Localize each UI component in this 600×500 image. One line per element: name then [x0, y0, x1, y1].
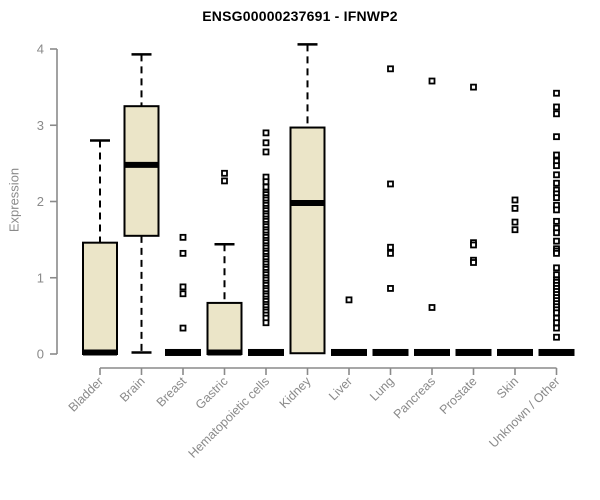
x-tick-label: Hematopoietic cells — [186, 374, 273, 461]
chart-title: ENSG00000237691 - IFNWP2 — [202, 8, 398, 24]
box-group-breast — [165, 233, 201, 356]
box-group-bladder — [82, 139, 118, 356]
y-tick-label: 3 — [37, 118, 44, 133]
box-group-gastric — [206, 169, 243, 356]
y-tick-label: 2 — [37, 194, 44, 209]
outlier-point — [470, 241, 477, 249]
outlier-point — [553, 324, 560, 332]
y-tick-label: 0 — [37, 347, 44, 362]
outlier-point — [470, 259, 477, 266]
outlier-point — [221, 169, 228, 177]
outlier-point — [387, 180, 394, 188]
x-tick-label: Prostate — [437, 374, 480, 417]
outlier-point — [553, 309, 560, 317]
box-iqr — [289, 126, 326, 355]
outlier-point — [387, 285, 394, 292]
outlier-point — [345, 296, 353, 304]
x-tick-label: Pancreas — [391, 374, 438, 421]
outlier-point — [553, 237, 560, 245]
box-group-kidney — [289, 43, 326, 355]
outlier-point — [179, 324, 187, 332]
outlier-point — [428, 304, 436, 311]
outlier-point — [553, 151, 560, 159]
outlier-point — [262, 319, 270, 327]
outlier-point — [511, 218, 519, 226]
x-tick-label: Liver — [326, 374, 355, 403]
outlier-point — [553, 271, 560, 279]
outlier-point — [553, 206, 560, 214]
x-tick-label: Brain — [117, 374, 148, 405]
collapsed-box-bar — [165, 348, 201, 356]
outlier-point — [428, 77, 436, 85]
collapsed-box-bar — [331, 348, 367, 356]
outlier-point — [221, 177, 228, 185]
outlier-point — [553, 264, 560, 272]
outlier-point — [262, 178, 270, 186]
box-iqr — [123, 105, 160, 237]
outlier-point — [553, 229, 560, 237]
box-iqr — [206, 301, 243, 356]
outlier-point — [553, 249, 560, 257]
box-group-brain — [123, 53, 160, 354]
collapsed-box-bar — [497, 348, 533, 356]
x-tick-label: Kidney — [277, 374, 314, 411]
outlier-point — [262, 129, 270, 137]
outlier-point — [553, 133, 560, 141]
box-group-prostate — [455, 83, 492, 356]
outlier-point — [470, 83, 477, 91]
box-group-skin — [497, 196, 533, 356]
outlier-point — [387, 243, 394, 251]
x-tick-label: Unknown / Other — [486, 374, 562, 450]
collapsed-box-bar — [538, 348, 575, 356]
outlier-point — [262, 183, 270, 191]
outlier-point — [553, 162, 560, 170]
box-group-pancreas — [414, 77, 450, 356]
outlier-point — [553, 89, 560, 97]
outlier-point — [179, 290, 187, 298]
collapsed-box-bar — [414, 348, 450, 356]
outlier-point — [179, 249, 187, 257]
outlier-point — [553, 319, 560, 327]
collapsed-box-bar — [455, 348, 492, 356]
box-group-unknown-other — [538, 89, 575, 356]
box-iqr — [82, 241, 118, 355]
x-tick-label: Breast — [154, 374, 190, 410]
x-tick-label: Lung — [367, 374, 397, 404]
outlier-point — [511, 196, 519, 204]
outlier-point — [262, 148, 270, 156]
outlier-point — [179, 283, 187, 291]
y-tick-label: 4 — [37, 42, 44, 57]
outlier-point — [179, 233, 187, 241]
x-tick-label: Bladder — [66, 374, 106, 414]
x-tick-label: Gastric — [193, 374, 231, 412]
outlier-point — [511, 226, 519, 234]
outlier-point — [387, 249, 394, 257]
outlier-point — [553, 194, 560, 202]
outlier-point — [553, 333, 560, 341]
outlier-point — [553, 179, 560, 187]
outlier-point — [553, 217, 560, 225]
outlier-point — [553, 110, 560, 118]
collapsed-box-bar — [372, 348, 409, 356]
outlier-point — [387, 65, 394, 73]
outlier-point — [262, 139, 270, 147]
box-group-lung — [372, 65, 409, 356]
y-tick-label: 1 — [37, 270, 44, 285]
outlier-point — [553, 171, 560, 179]
outlier-point — [511, 204, 519, 212]
outlier-point — [553, 103, 560, 111]
box-group-liver — [331, 296, 367, 356]
collapsed-box-bar — [248, 348, 284, 356]
x-tick-label: Skin — [494, 374, 521, 401]
box-group-hematopoietic-cells — [248, 129, 284, 356]
